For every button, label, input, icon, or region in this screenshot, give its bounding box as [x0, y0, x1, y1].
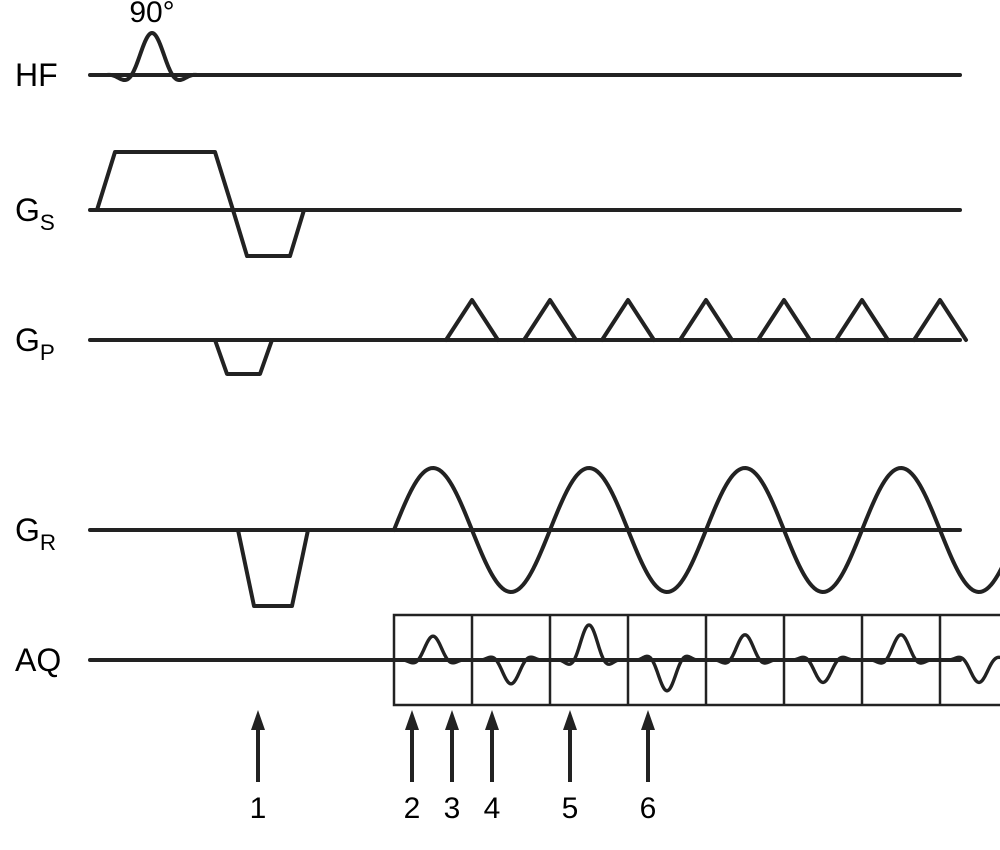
marker-arrow-head	[405, 710, 419, 730]
hf-annotation: 90°	[129, 0, 174, 29]
marker-arrow-head	[251, 710, 265, 730]
row-label: GS	[15, 192, 55, 235]
marker-label: 5	[562, 792, 579, 825]
marker-arrow-head	[485, 710, 499, 730]
gp-blip	[446, 300, 498, 340]
marker-label: 3	[444, 792, 461, 825]
row-label: HF	[15, 57, 58, 93]
gs-rephase	[233, 210, 304, 256]
gr-prephase	[238, 530, 308, 606]
gp-blip	[602, 300, 654, 340]
gp-blip	[524, 300, 576, 340]
marker-arrow-head	[563, 710, 577, 730]
row-label: GR	[15, 512, 56, 555]
gs-slice-select	[97, 152, 233, 210]
gp-blip	[836, 300, 888, 340]
gp-prephase	[215, 340, 272, 374]
marker-label: 2	[404, 792, 421, 825]
gp-blip	[758, 300, 810, 340]
pulse-sequence-diagram: HF GS GP GR AQ 90° 1 234 5 6	[0, 0, 1000, 850]
gp-blip	[680, 300, 732, 340]
marker-label: 4	[484, 792, 501, 825]
hf-rf-pulse	[107, 33, 197, 80]
gp-blip	[914, 300, 966, 340]
marker-label: 1	[250, 792, 267, 825]
row-label: GP	[15, 322, 55, 365]
marker-label: 6	[640, 792, 657, 825]
row-label: AQ	[15, 642, 61, 678]
marker-arrow-head	[641, 710, 655, 730]
marker-arrow-head	[445, 710, 459, 730]
